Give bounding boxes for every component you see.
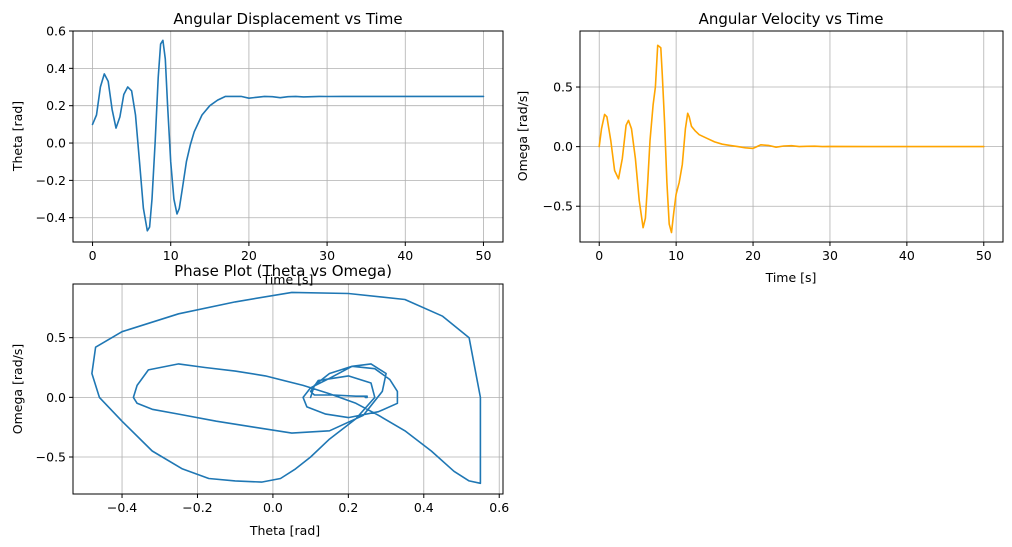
x-tick-label: 20 [745,248,761,263]
x-axis-label: Time [s] [262,272,314,287]
plot-frame [579,30,1004,243]
x-tick-label: 0 [595,248,603,263]
x-tick-label: 50 [976,248,992,263]
y-tick-label: −0.4 [36,210,66,225]
x-tick-label: 0.4 [414,500,434,515]
y-tick-label: 0.6 [46,24,66,39]
y-tick-label: −0.5 [36,450,66,465]
x-tick-label: 20 [241,248,257,263]
x-tick-label: −0.4 [107,500,137,515]
y-tick-label: −0.5 [543,199,573,214]
plot-frame [72,30,504,243]
y-axis-label: Theta [rad] [10,101,25,172]
x-axis-label: Time [s] [765,270,817,285]
chart-title: Angular Displacement vs Time [173,10,402,28]
y-tick-label: −0.2 [36,173,66,188]
y-tick-label: 0.4 [46,61,66,76]
x-tick-label: 0.2 [338,500,358,515]
y-tick-label: 0.0 [46,136,66,151]
series-line [91,291,482,485]
panel-phase-plot: −0.4 −0.2 0.0 0.2 0.4 0.6 −0.5 0.0 0.5 Phase Plo… [10,262,509,538]
x-axis-label: Theta [rad] [249,523,320,538]
y-tick-label: 0.5 [553,80,573,95]
y-axis-label: Omega [rad/s] [10,344,25,435]
y-tick-label: 0.0 [553,139,573,154]
y-tick-label: 0.5 [46,330,66,345]
x-tick-label: 50 [476,248,492,263]
x-tick-label: 0.0 [263,500,283,515]
chart-title: Phase Plot (Theta vs Omega) [174,262,392,280]
series-line [598,44,985,234]
x-tick-label: 30 [822,248,838,263]
y-tick-label: 0.0 [46,390,66,405]
x-tick-label: 40 [899,248,915,263]
panel-angular-velocity: 0 10 20 30 40 50 −0.5 0.0 0.5 Angular Velocity v… [515,10,1004,285]
x-tick-label: 0.6 [489,500,509,515]
x-tick-label: 10 [163,248,179,263]
x-tick-label: −0.2 [182,500,212,515]
y-tick-label: 0.2 [46,98,66,113]
x-tick-label: 40 [397,248,413,263]
x-tick-label: 30 [319,248,335,263]
x-tick-label: 10 [668,248,684,263]
y-axis-label: Omega [rad/s] [515,91,530,182]
chart-title: Angular Velocity vs Time [699,10,884,28]
panel-angular-displacement: 0 10 20 30 40 50 −0.4 −0.2 0.0 0.2 0.4 0.6 Angular … [10,10,504,287]
x-tick-label: 0 [89,248,97,263]
series-line [91,39,485,232]
plot-frame [72,283,504,495]
